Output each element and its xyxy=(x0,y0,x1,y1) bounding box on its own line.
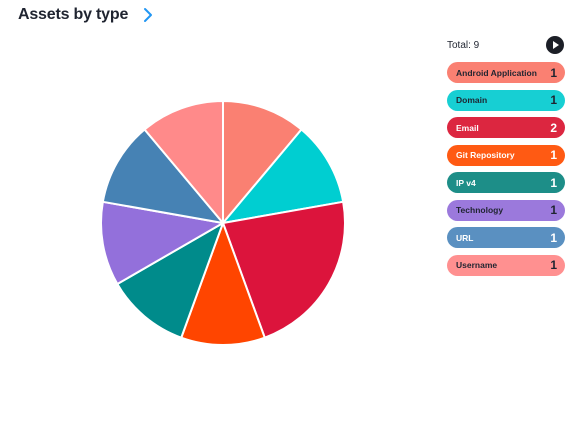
chart-header: Assets by type xyxy=(18,6,154,24)
legend-count: 1 xyxy=(550,175,557,190)
pie-slice[interactable] xyxy=(100,200,224,285)
pie-slice[interactable] xyxy=(143,100,224,224)
legend-label: Username xyxy=(456,260,498,270)
play-icon[interactable] xyxy=(546,36,564,54)
pie-slice[interactable] xyxy=(101,128,224,224)
legend-item[interactable]: URL 1 xyxy=(447,227,565,248)
legend-count: 1 xyxy=(550,93,557,107)
legend-item[interactable]: IP v4 1 xyxy=(447,172,565,193)
legend-item[interactable]: Git Repository 1 xyxy=(447,144,565,166)
legend-count: 1 xyxy=(550,65,557,80)
legend-label: Git Repository xyxy=(456,150,515,160)
chevron-right-icon[interactable] xyxy=(142,6,154,24)
legend-count: 2 xyxy=(550,120,557,135)
pie-slice[interactable] xyxy=(222,128,345,224)
pie-slice[interactable] xyxy=(222,200,346,339)
legend-count: 1 xyxy=(550,258,557,272)
pie-slice[interactable] xyxy=(222,100,303,224)
total-row: Total: 9 xyxy=(447,34,565,56)
legend-label: URL xyxy=(456,232,474,243)
legend-item[interactable]: Username 1 xyxy=(447,254,565,276)
legend-item[interactable]: Android Application 1 xyxy=(447,62,565,83)
legend-item[interactable]: Domain 1 xyxy=(447,89,565,111)
pie-chart xyxy=(100,100,346,346)
legend-label: Technology xyxy=(456,205,504,215)
legend-count: 1 xyxy=(550,203,557,217)
legend-list: Android Application 1 Domain 1 Email 2 Git Rep… xyxy=(447,62,565,276)
legend-item[interactable]: Email 2 xyxy=(447,117,565,138)
legend-item[interactable]: Technology 1 xyxy=(447,199,565,221)
legend-label: Android Application xyxy=(456,67,537,78)
pie-slice[interactable] xyxy=(116,222,224,339)
legend-panel: Total: 9 Android Application 1 Domain 1 Emai… xyxy=(447,34,565,282)
total-count: Total: 9 xyxy=(447,39,480,51)
legend-count: 1 xyxy=(550,230,557,245)
legend-count: 1 xyxy=(550,148,557,162)
legend-label: Domain xyxy=(456,95,488,105)
pie-slice[interactable] xyxy=(180,222,266,346)
legend-label: IP v4 xyxy=(456,177,476,188)
chart-title: Assets by type xyxy=(18,6,129,23)
legend-label: Email xyxy=(456,122,479,133)
